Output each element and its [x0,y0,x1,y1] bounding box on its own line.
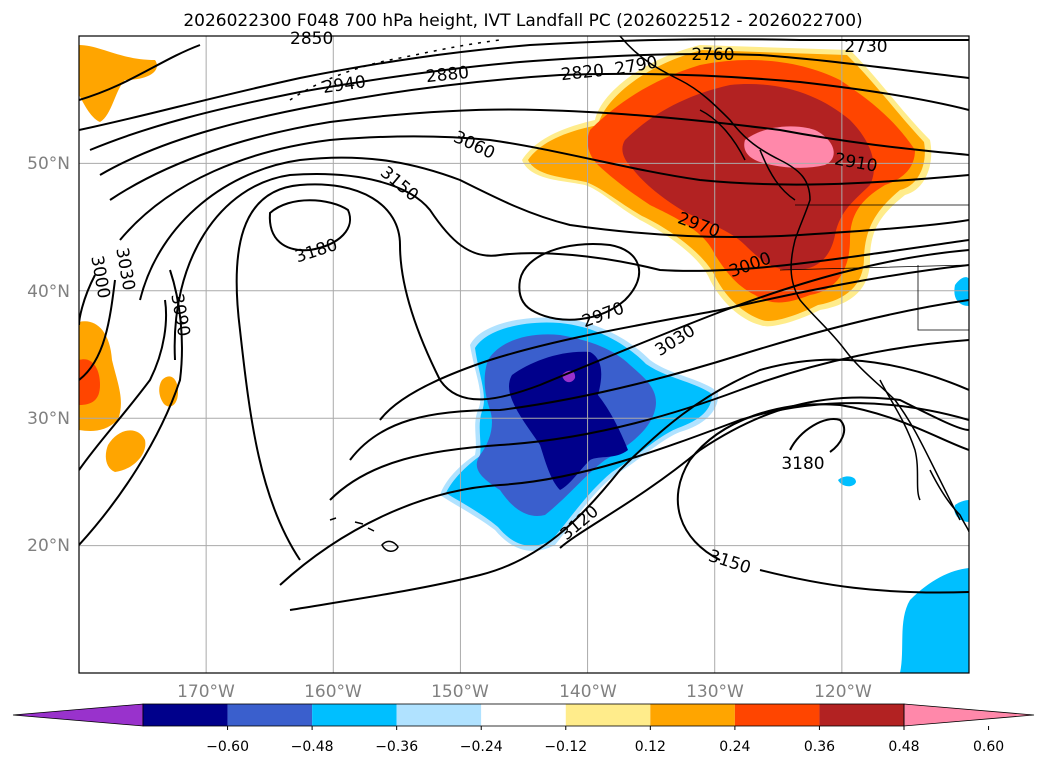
ivt-negative-patch-se [900,568,969,673]
colorbar-tick-label: −0.12 [544,739,587,755]
contour-path [559,396,969,549]
colorbar-ticks: −0.60 −0.48 −0.36 −0.24 −0.12 0.12 0.24 0.36 0.4… [206,726,1004,755]
contour-path [349,299,969,461]
contour-path [173,173,969,361]
coastline-aleutians [289,39,501,101]
lat-label: 20°N [27,536,70,556]
contour-path [759,569,969,594]
contour-label: 2880 [425,63,470,87]
colorbar-tick-label: 0.36 [804,739,835,755]
contour-path [789,418,846,453]
ivt-positive-patch-w [79,321,121,431]
colorbar-tick-label: −0.36 [375,739,418,755]
colorbar-tick-label: −0.48 [291,739,334,755]
ivt-positive-patch-w-inner [79,359,100,405]
contour-path [676,403,969,561]
lon-label: 120°W [814,682,872,702]
ivt-negative-patch-se3 [838,476,856,487]
contour-label: 2820 [560,61,605,85]
contour-label: 2760 [691,45,734,65]
ivt-negative-patch-e [954,277,969,306]
contour-path [79,38,969,131]
contour-path [268,199,351,252]
contour-path [379,264,969,421]
lon-label: 140°W [559,682,617,702]
gridlines [79,36,969,673]
ivt-shading [79,45,969,673]
contour-path [139,156,969,301]
lat-label: 50°N [27,154,70,174]
colorbar-segment [396,704,482,726]
contour-path [79,269,183,546]
ivt-positive-patch-sw [105,430,146,472]
contour-path [79,299,168,471]
lon-label: 150°W [431,682,489,702]
colorbar-segment [650,704,735,726]
latitude-labels: 20°N 30°N 40°N 50°N [27,154,70,556]
contour-path [79,44,201,101]
contour-path [289,358,969,611]
colorbar: −0.60 −0.48 −0.36 −0.24 −0.12 0.12 0.24 0.36 0.4… [12,703,1035,755]
contour-path [279,402,969,586]
coastlines [289,36,969,552]
lon-label: 170°W [177,682,235,702]
contour-path [89,52,969,151]
colorbar-tick-label: 0.60 [973,739,1004,755]
ivt-positive-patch-nw [79,45,157,122]
coastline-baja [879,379,921,501]
lat-label: 40°N [27,282,70,302]
colorbar-segment [312,704,397,726]
colorbar-segments [12,703,1035,727]
map-frame [78,35,970,674]
coastline-alaska [619,36,961,521]
colorbar-outline [142,703,905,727]
lon-label: 160°W [304,682,362,702]
colorbar-segment [734,704,820,726]
contour-label: 3180 [781,454,824,474]
longitude-labels: 170°W 160°W 150°W 140°W 130°W 120°W [177,682,872,702]
map-panel: 2850 2940 2880 2820 2790 2760 2730 3060 … [78,29,970,674]
colorbar-extend-max [903,703,1035,727]
figure-title: 2026022300 F048 700 hPa height, IVT Land… [183,11,862,31]
colorbar-tick-label: 0.48 [888,739,919,755]
contour-path [119,135,969,241]
contour-path [235,183,969,561]
contour-path [79,279,116,381]
colorbar-tick-label: −0.60 [206,739,249,755]
colorbar-segment [227,704,313,726]
contour-path [518,243,641,321]
colorbar-tick-label: 0.24 [719,739,750,755]
lat-label: 30°N [27,409,70,429]
coastline-hawaii [329,517,399,552]
state-borders [779,204,969,331]
contour-path [329,339,969,501]
colorbar-segment [481,704,566,726]
contour-path [109,108,969,201]
colorbar-tick-label: 0.12 [635,739,666,755]
coastline-bc-islands [699,109,796,201]
colorbar-tick-label: −0.24 [460,739,503,755]
colorbar-extend-min [12,703,144,727]
contour-path [99,72,969,176]
colorbar-segment [565,704,651,726]
coastline-mexico [929,469,969,533]
colorbar-segment [819,704,904,726]
contour-label: 2850 [290,29,333,49]
contour-label: 2730 [844,37,887,57]
colorbar-segment [143,704,228,726]
lon-label: 130°W [686,682,744,702]
ivt-positive-max [744,126,834,168]
height-contours [79,38,969,611]
